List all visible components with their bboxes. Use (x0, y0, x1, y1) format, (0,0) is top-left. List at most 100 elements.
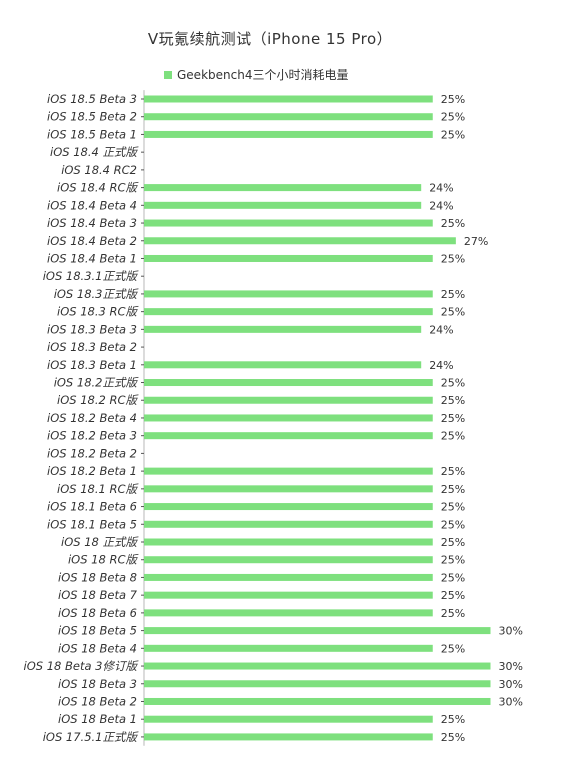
value-label: 25% (441, 430, 465, 443)
category-label: iOS 18 RC版 (68, 553, 140, 567)
bar (144, 520, 433, 528)
bar (144, 538, 433, 546)
category-label: iOS 18 Beta 1 (58, 712, 137, 726)
category-label: iOS 18 Beta 2 (58, 694, 137, 708)
category-label: iOS 18.2 Beta 4 (47, 411, 137, 425)
category-label: iOS 18.1 Beta 5 (47, 517, 137, 531)
value-label: 25% (441, 306, 465, 319)
category-label: iOS 18.2 Beta 1 (47, 464, 137, 478)
category-label: iOS 18.3.1正式版 (43, 269, 140, 283)
bar (144, 95, 433, 103)
category-label: iOS 18.4 RC2 (61, 163, 137, 177)
bar (144, 573, 433, 581)
category-label: iOS 17.5.1正式版 (43, 730, 140, 744)
value-label: 25% (441, 554, 465, 567)
bar (144, 680, 491, 688)
legend: Geekbench4三个小时消耗电量 (164, 66, 348, 83)
value-label: 25% (441, 288, 465, 301)
category-label: iOS 18.5 Beta 2 (47, 110, 137, 124)
category-label: iOS 18.3正式版 (54, 287, 140, 301)
category-label: iOS 18 正式版 (61, 535, 139, 549)
value-label: 25% (441, 394, 465, 407)
bar (144, 733, 433, 741)
legend-label: Geekbench4三个小时消耗电量 (177, 68, 349, 82)
category-label: iOS 18.4 Beta 3 (47, 216, 137, 230)
bar (144, 379, 433, 387)
value-label: 25% (441, 93, 465, 106)
category-label: iOS 18 Beta 7 (58, 588, 138, 602)
value-label: 25% (441, 731, 465, 744)
value-label: 25% (441, 518, 465, 531)
bar (144, 201, 422, 209)
value-label: 25% (441, 252, 465, 265)
category-label: iOS 18 Beta 6 (58, 606, 137, 620)
category-label: iOS 18.2正式版 (54, 376, 140, 390)
category-label: iOS 18.5 Beta 1 (47, 127, 137, 141)
value-label: 30% (499, 678, 523, 691)
category-label: iOS 18.2 Beta 2 (47, 446, 137, 460)
category-label: iOS 18.2 Beta 3 (47, 429, 137, 443)
value-label: 25% (441, 483, 465, 496)
bar (144, 591, 433, 599)
value-label: 27% (464, 235, 488, 248)
category-label: iOS 18.5 Beta 3 (47, 92, 137, 106)
category-label: iOS 18.1 Beta 6 (47, 500, 137, 514)
value-label: 24% (429, 199, 453, 212)
category-label: iOS 18 Beta 8 (58, 570, 137, 584)
bar (144, 290, 433, 298)
category-label: iOS 18.3 RC版 (57, 305, 139, 319)
bar (144, 627, 491, 635)
bar (144, 662, 491, 670)
bar (144, 432, 433, 440)
bar (144, 113, 433, 121)
value-label: 25% (441, 571, 465, 584)
bar (144, 485, 433, 493)
value-label: 25% (441, 536, 465, 549)
bar (144, 414, 433, 422)
value-label: 25% (441, 713, 465, 726)
chart-title: V玩氪续航测试（iPhone 15 Pro） (147, 30, 393, 48)
bar (144, 184, 422, 192)
bar (144, 396, 433, 404)
value-label: 25% (441, 501, 465, 514)
category-label: iOS 18.4 Beta 1 (47, 251, 137, 265)
value-label: 25% (441, 377, 465, 390)
category-label: iOS 18.4 Beta 2 (47, 234, 137, 248)
bar (144, 556, 433, 564)
value-label: 24% (429, 323, 453, 336)
value-label: 25% (441, 607, 465, 620)
bar (144, 609, 433, 617)
value-label: 25% (441, 465, 465, 478)
category-label: iOS 18.3 Beta 1 (47, 358, 137, 372)
value-label: 25% (441, 111, 465, 124)
category-label: iOS 18.3 Beta 2 (47, 340, 137, 354)
bar (144, 361, 422, 369)
bar (144, 308, 433, 316)
category-label: iOS 18.4 RC版 (57, 181, 139, 195)
value-label: 25% (441, 589, 465, 602)
legend-swatch (164, 70, 172, 79)
value-label: 25% (441, 217, 465, 230)
category-label: iOS 18 Beta 5 (58, 624, 137, 638)
category-label: iOS 18.4 Beta 4 (47, 198, 137, 212)
category-label: iOS 18 Beta 3修订版 (24, 659, 140, 673)
bar (144, 697, 491, 705)
category-label: iOS 18.4 正式版 (50, 145, 139, 159)
value-label: 30% (499, 695, 523, 708)
value-label: 25% (441, 412, 465, 425)
bar (144, 130, 433, 138)
value-label: 30% (499, 625, 523, 638)
category-label: iOS 18 Beta 3 (58, 677, 137, 691)
bar (144, 644, 433, 652)
category-label: iOS 18.2 RC版 (57, 393, 139, 407)
category-label: iOS 18.3 Beta 3 (47, 322, 137, 336)
value-label: 24% (429, 182, 453, 195)
value-label: 24% (429, 359, 453, 372)
category-label: iOS 18 Beta 4 (58, 641, 137, 655)
bar (144, 503, 433, 511)
value-label: 25% (441, 128, 465, 141)
category-label: iOS 18.1 RC版 (57, 482, 139, 496)
bar (144, 219, 433, 227)
bar (144, 254, 433, 262)
bar (144, 237, 456, 245)
